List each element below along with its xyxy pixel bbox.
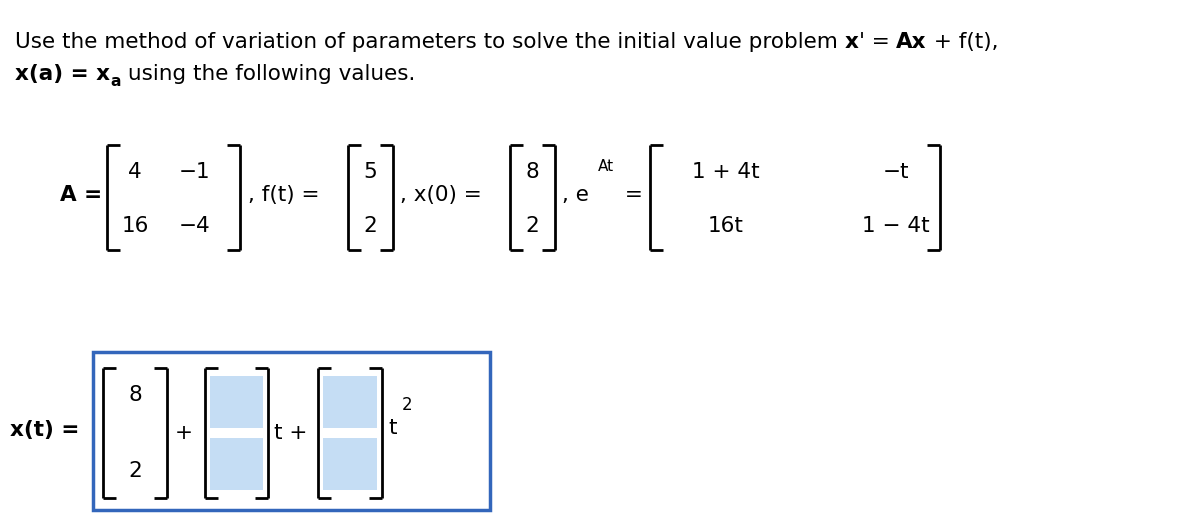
Text: 8: 8 bbox=[128, 385, 142, 405]
Text: x(t) =: x(t) = bbox=[9, 420, 79, 440]
Text: −4: −4 bbox=[179, 216, 211, 236]
Text: ' =: ' = bbox=[859, 32, 896, 52]
Text: =: = bbox=[619, 185, 643, 205]
Text: 2: 2 bbox=[402, 396, 412, 414]
Bar bbox=[210, 438, 263, 490]
Text: t: t bbox=[387, 418, 397, 438]
Text: At: At bbox=[598, 159, 614, 175]
Bar bbox=[324, 376, 377, 428]
Text: 4: 4 bbox=[128, 162, 142, 182]
Text: , f(t) =: , f(t) = bbox=[248, 185, 320, 205]
Text: 2: 2 bbox=[363, 216, 377, 236]
Text: Ax: Ax bbox=[896, 32, 927, 52]
Text: 16: 16 bbox=[121, 216, 148, 236]
Text: 8: 8 bbox=[525, 162, 539, 182]
Text: 2: 2 bbox=[525, 216, 539, 236]
Text: A =: A = bbox=[60, 185, 102, 205]
Bar bbox=[324, 438, 377, 490]
Bar bbox=[210, 376, 263, 428]
Text: 5: 5 bbox=[363, 162, 377, 182]
Text: 1 − 4t: 1 − 4t bbox=[863, 216, 930, 236]
Text: x: x bbox=[845, 32, 859, 52]
Text: + f(t),: + f(t), bbox=[927, 32, 998, 52]
Text: 2: 2 bbox=[128, 461, 142, 481]
Text: t +: t + bbox=[274, 423, 307, 443]
Text: 16t: 16t bbox=[709, 216, 744, 236]
FancyBboxPatch shape bbox=[92, 352, 491, 510]
Text: , e: , e bbox=[562, 185, 589, 205]
Text: 1 + 4t: 1 + 4t bbox=[692, 162, 760, 182]
Text: −1: −1 bbox=[179, 162, 211, 182]
Text: , x(0) =: , x(0) = bbox=[401, 185, 482, 205]
Text: using the following values.: using the following values. bbox=[122, 64, 416, 84]
Text: +: + bbox=[175, 423, 193, 443]
Text: −t: −t bbox=[883, 162, 909, 182]
Text: x(a) = x: x(a) = x bbox=[15, 64, 110, 84]
Text: Use the method of variation of parameters to solve the initial value problem: Use the method of variation of parameter… bbox=[15, 32, 845, 52]
Text: a: a bbox=[110, 74, 121, 89]
